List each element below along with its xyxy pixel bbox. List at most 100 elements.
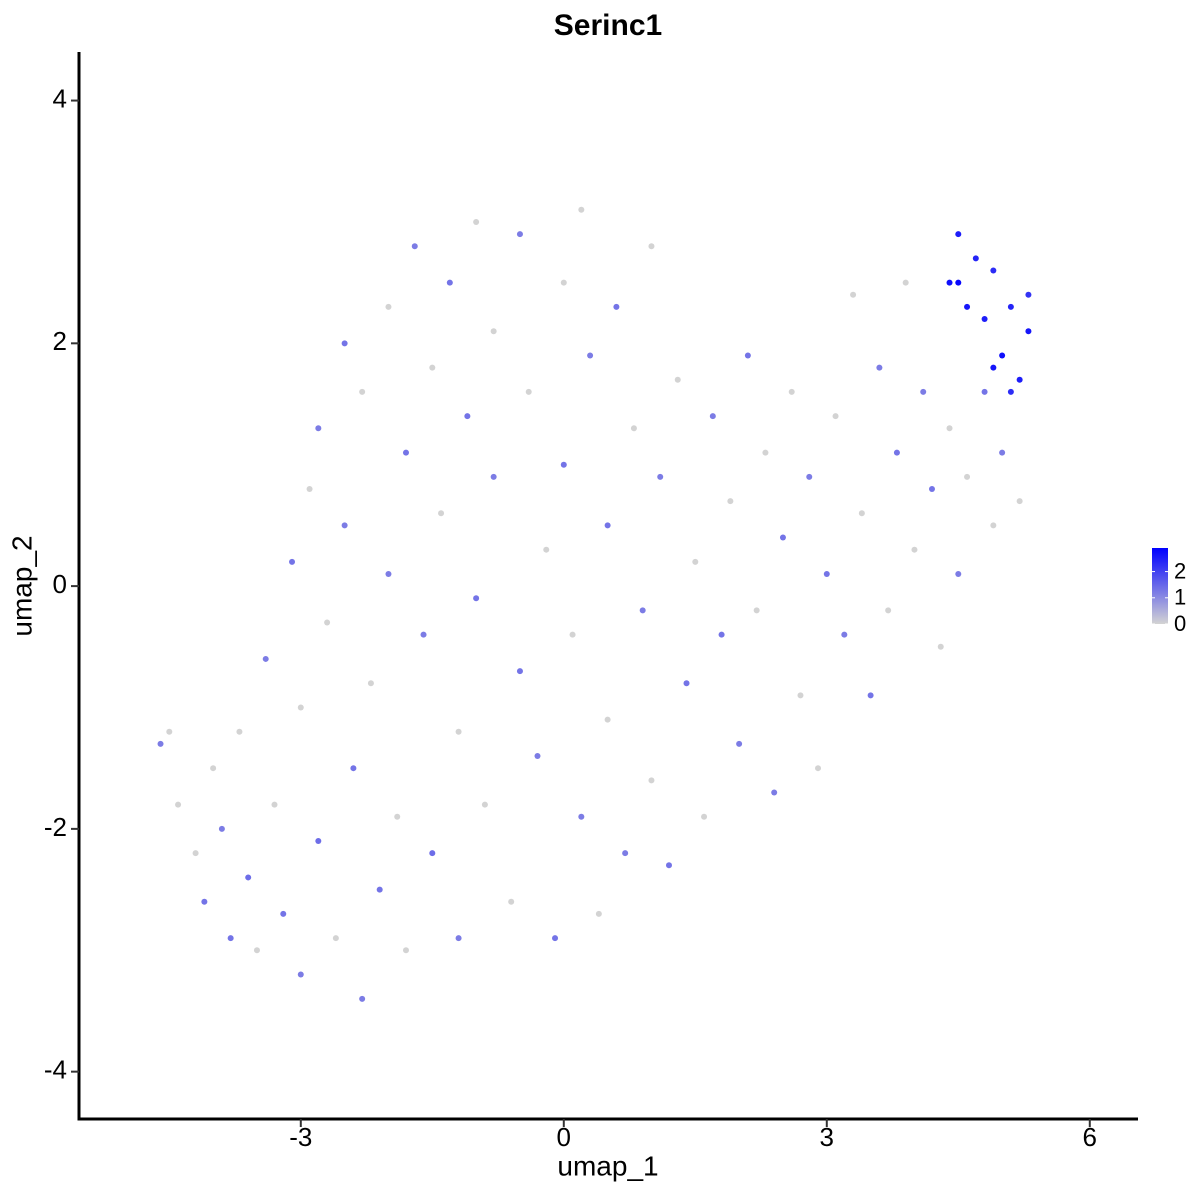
point bbox=[473, 595, 480, 602]
x-tick-label: -3 bbox=[289, 1122, 312, 1152]
point bbox=[806, 473, 813, 480]
point bbox=[788, 388, 795, 395]
point bbox=[289, 558, 296, 565]
point bbox=[560, 279, 567, 286]
point bbox=[867, 692, 874, 699]
point bbox=[815, 765, 822, 772]
point bbox=[525, 388, 532, 395]
y-tick-label: -2 bbox=[44, 812, 67, 842]
point bbox=[955, 570, 962, 577]
point bbox=[332, 935, 339, 942]
point bbox=[990, 522, 997, 529]
y-axis-label: umap_2 bbox=[6, 535, 37, 636]
x-tick-label: 0 bbox=[557, 1122, 571, 1152]
point bbox=[701, 813, 708, 820]
point bbox=[937, 643, 944, 650]
point bbox=[893, 449, 900, 456]
point bbox=[438, 510, 445, 517]
point bbox=[569, 631, 576, 638]
colorbar-label: 2 bbox=[1174, 558, 1186, 583]
point bbox=[928, 485, 935, 492]
point bbox=[560, 461, 567, 468]
point bbox=[648, 243, 655, 250]
point bbox=[402, 947, 409, 954]
point bbox=[604, 716, 611, 723]
point bbox=[981, 388, 988, 395]
point bbox=[858, 510, 865, 517]
point bbox=[166, 728, 173, 735]
point bbox=[1007, 303, 1014, 310]
point bbox=[657, 473, 664, 480]
point bbox=[885, 607, 892, 614]
point bbox=[990, 364, 997, 371]
point bbox=[736, 740, 743, 747]
point bbox=[473, 218, 480, 225]
x-tick-label: 6 bbox=[1083, 1122, 1097, 1152]
point bbox=[832, 413, 839, 420]
y-tick-label: 2 bbox=[53, 326, 67, 356]
point bbox=[552, 935, 559, 942]
point bbox=[236, 728, 243, 735]
point bbox=[639, 607, 646, 614]
point bbox=[210, 765, 217, 772]
point bbox=[762, 449, 769, 456]
point bbox=[1016, 498, 1023, 505]
point bbox=[359, 995, 366, 1002]
point bbox=[771, 789, 778, 796]
point bbox=[306, 485, 313, 492]
point bbox=[411, 243, 418, 250]
point bbox=[1025, 291, 1032, 298]
y-tick-label: -4 bbox=[44, 1055, 67, 1085]
point bbox=[841, 631, 848, 638]
point bbox=[464, 413, 471, 420]
point bbox=[376, 886, 383, 893]
point bbox=[946, 279, 953, 286]
point bbox=[911, 546, 918, 553]
x-tick-label: 3 bbox=[820, 1122, 834, 1152]
point bbox=[674, 376, 681, 383]
point bbox=[692, 558, 699, 565]
point bbox=[315, 838, 322, 845]
point bbox=[972, 255, 979, 262]
point bbox=[955, 231, 962, 238]
point bbox=[402, 449, 409, 456]
point bbox=[578, 813, 585, 820]
point bbox=[516, 231, 523, 238]
colorbar bbox=[1152, 548, 1168, 624]
point bbox=[385, 570, 392, 577]
point bbox=[797, 692, 804, 699]
point bbox=[516, 668, 523, 675]
point bbox=[727, 498, 734, 505]
point bbox=[718, 631, 725, 638]
point bbox=[955, 279, 962, 286]
point bbox=[578, 206, 585, 213]
point bbox=[455, 728, 462, 735]
y-tick-label: 0 bbox=[53, 569, 67, 599]
point bbox=[850, 291, 857, 298]
point bbox=[157, 740, 164, 747]
point bbox=[744, 352, 751, 359]
point bbox=[192, 850, 199, 857]
point bbox=[990, 267, 997, 274]
colorbar-label: 0 bbox=[1174, 611, 1186, 636]
point bbox=[297, 704, 304, 711]
point bbox=[1016, 376, 1023, 383]
y-tick-label: 4 bbox=[53, 83, 67, 113]
point bbox=[253, 947, 260, 954]
point bbox=[753, 607, 760, 614]
point bbox=[315, 425, 322, 432]
point bbox=[665, 862, 672, 869]
point bbox=[981, 316, 988, 323]
point bbox=[604, 522, 611, 529]
point bbox=[946, 425, 953, 432]
point bbox=[429, 364, 436, 371]
point bbox=[227, 935, 234, 942]
point bbox=[709, 413, 716, 420]
point bbox=[367, 680, 374, 687]
point bbox=[218, 825, 225, 832]
point bbox=[543, 546, 550, 553]
point bbox=[262, 655, 269, 662]
point bbox=[999, 352, 1006, 359]
point bbox=[630, 425, 637, 432]
